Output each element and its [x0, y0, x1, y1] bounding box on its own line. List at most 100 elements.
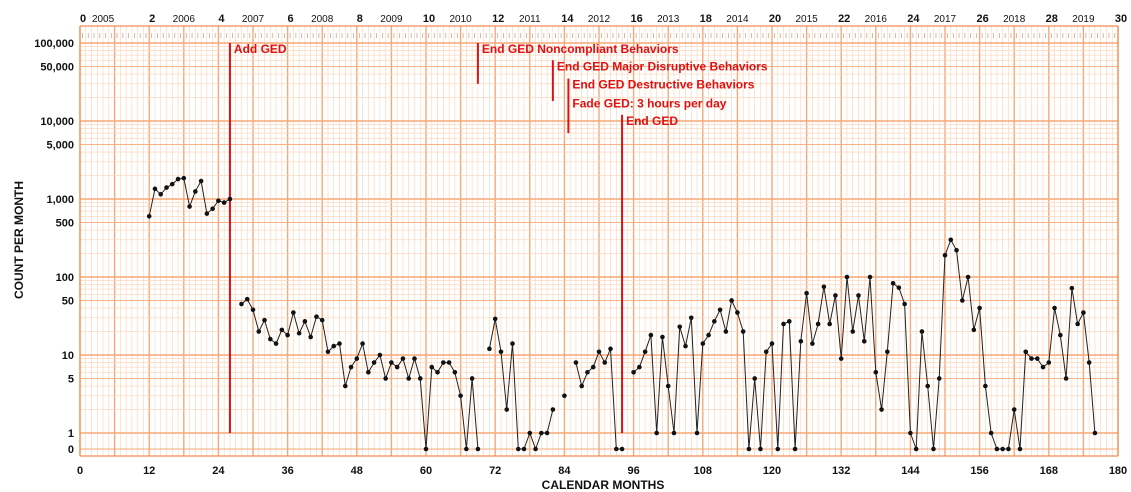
data-point: [285, 332, 290, 338]
top-tick-label: 16: [630, 13, 642, 25]
data-point: [198, 178, 204, 184]
data-point: [302, 319, 308, 324]
data-point: [308, 334, 313, 340]
top-tick-label: 30: [1115, 13, 1127, 25]
data-point: [948, 237, 954, 243]
data-series: [146, 175, 1098, 452]
data-point: [319, 317, 325, 323]
year-label: 2017: [934, 14, 957, 25]
data-point: [936, 376, 942, 381]
data-point: [631, 370, 636, 375]
year-label: 2007: [242, 14, 265, 25]
x-tick-label: 12: [143, 465, 155, 477]
data-point: [861, 338, 867, 344]
x-tick-label: 168: [1040, 465, 1058, 477]
data-point: [412, 356, 417, 361]
top-tick-label: 10: [423, 13, 435, 25]
data-point: [931, 446, 936, 452]
data-point: [902, 301, 907, 307]
data-point: [585, 370, 590, 375]
top-tick-label: 2: [149, 13, 155, 25]
x-axis-title: CALENDAR MONTHS: [542, 478, 665, 492]
data-point: [539, 430, 544, 436]
data-point: [510, 341, 515, 346]
data-point: [815, 321, 821, 327]
data-point: [331, 343, 337, 349]
data-point: [787, 319, 792, 324]
data-point: [1075, 321, 1080, 327]
data-point: [221, 200, 227, 205]
data-point: [712, 319, 717, 324]
y-tick-label: 50: [62, 295, 74, 307]
data-point: [723, 329, 729, 334]
data-point: [1000, 446, 1005, 452]
x-tick-label: 72: [489, 465, 501, 477]
data-point: [216, 198, 221, 204]
x-tick-label: 132: [832, 465, 850, 477]
data-point: [1029, 356, 1034, 361]
data-point: [1040, 364, 1046, 370]
data-point: [746, 446, 752, 452]
data-point: [913, 446, 919, 452]
data-point: [983, 383, 988, 389]
top-tick-label: 26: [976, 13, 988, 25]
data-point: [469, 376, 475, 381]
top-tick-label: 22: [838, 13, 850, 25]
top-tick-label: 18: [700, 13, 712, 25]
data-point: [677, 324, 683, 330]
y-tick-label: 0: [68, 444, 74, 456]
data-point: [1092, 430, 1098, 436]
x-tick-label: 156: [970, 465, 988, 477]
phase-change-lines: Add GED End GED Noncompliant Behaviors End…: [228, 42, 768, 433]
x-tick-label: 96: [627, 465, 639, 477]
phase-change-label: End GED Destructive Behaviors: [572, 78, 754, 92]
data-point: [885, 349, 890, 355]
data-point: [204, 211, 210, 216]
data-point: [867, 274, 873, 280]
year-label: 2005: [92, 14, 115, 25]
data-point: [908, 430, 913, 436]
data-point: [971, 327, 977, 333]
data-point: [810, 341, 815, 346]
top-tick-label: 24: [907, 13, 920, 25]
data-point: [608, 346, 613, 352]
year-label: 2018: [1003, 14, 1026, 25]
y-tick-label: 1: [68, 428, 74, 440]
data-point: [389, 360, 394, 365]
data-point: [406, 376, 412, 381]
data-point: [1052, 305, 1057, 311]
data-point: [792, 446, 798, 452]
data-point: [856, 293, 861, 298]
data-point: [1023, 349, 1029, 355]
data-point: [314, 314, 319, 319]
data-point: [175, 176, 181, 182]
data-point: [758, 446, 763, 452]
data-point: [637, 364, 642, 370]
data-point: [435, 370, 440, 375]
year-label: 2010: [449, 14, 472, 25]
data-point: [827, 321, 832, 327]
data-point: [1086, 360, 1092, 365]
top-tick-label: 28: [1046, 13, 1058, 25]
data-point: [533, 446, 538, 452]
top-tick-label: 14: [561, 13, 574, 25]
data-point: [458, 393, 463, 399]
y-tick-label: 100,000: [34, 38, 74, 50]
data-point: [244, 296, 250, 302]
y-tick-label: 10: [62, 350, 74, 362]
data-point: [268, 336, 273, 342]
year-label: 2008: [311, 14, 334, 25]
data-point: [296, 330, 302, 336]
data-point: [804, 290, 809, 296]
data-point: [279, 327, 285, 333]
data-point: [464, 446, 469, 452]
year-label: 2009: [380, 14, 403, 25]
grid: [79, 25, 1119, 457]
data-point: [965, 274, 971, 280]
data-point: [717, 307, 723, 313]
year-label: 2014: [726, 14, 749, 25]
data-point: [377, 352, 383, 358]
data-point: [383, 376, 388, 381]
data-point: [988, 430, 994, 436]
data-point: [193, 189, 198, 194]
